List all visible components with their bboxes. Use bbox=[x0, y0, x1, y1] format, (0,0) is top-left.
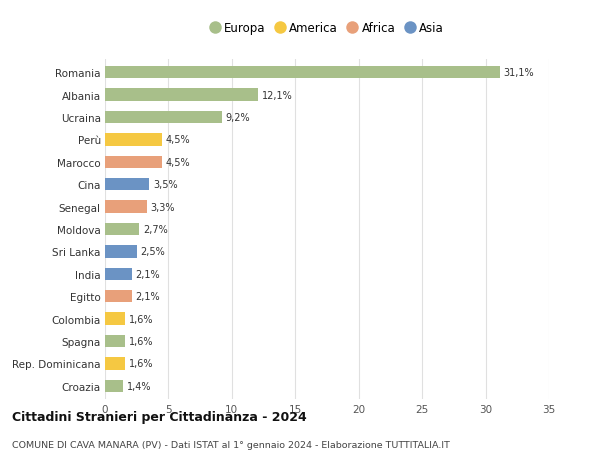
Text: 4,5%: 4,5% bbox=[166, 157, 191, 168]
Legend: Europa, America, Africa, Asia: Europa, America, Africa, Asia bbox=[208, 20, 446, 37]
Text: 3,3%: 3,3% bbox=[151, 202, 175, 212]
Text: Cittadini Stranieri per Cittadinanza - 2024: Cittadini Stranieri per Cittadinanza - 2… bbox=[12, 410, 307, 423]
Bar bbox=[105, 179, 149, 191]
Bar bbox=[105, 335, 125, 347]
Bar bbox=[105, 134, 162, 146]
Text: 9,2%: 9,2% bbox=[226, 113, 250, 123]
Text: 12,1%: 12,1% bbox=[262, 90, 293, 101]
Bar bbox=[105, 112, 222, 124]
Text: 4,5%: 4,5% bbox=[166, 135, 191, 145]
Bar bbox=[105, 157, 162, 168]
Text: 31,1%: 31,1% bbox=[503, 68, 534, 78]
Text: 1,6%: 1,6% bbox=[129, 336, 154, 346]
Text: 2,1%: 2,1% bbox=[136, 269, 160, 279]
Bar bbox=[105, 67, 500, 79]
Text: 1,6%: 1,6% bbox=[129, 358, 154, 369]
Bar bbox=[105, 201, 147, 213]
Text: 1,4%: 1,4% bbox=[127, 381, 151, 391]
Bar bbox=[105, 268, 131, 280]
Bar bbox=[105, 246, 137, 258]
Bar bbox=[105, 224, 139, 235]
Bar bbox=[105, 380, 123, 392]
Text: 2,1%: 2,1% bbox=[136, 291, 160, 302]
Text: 2,5%: 2,5% bbox=[140, 247, 165, 257]
Bar bbox=[105, 313, 125, 325]
Text: 3,5%: 3,5% bbox=[153, 180, 178, 190]
Text: COMUNE DI CAVA MANARA (PV) - Dati ISTAT al 1° gennaio 2024 - Elaborazione TUTTIT: COMUNE DI CAVA MANARA (PV) - Dati ISTAT … bbox=[12, 441, 450, 449]
Text: 1,6%: 1,6% bbox=[129, 314, 154, 324]
Text: 2,7%: 2,7% bbox=[143, 224, 168, 235]
Bar bbox=[105, 90, 259, 101]
Bar bbox=[105, 358, 125, 369]
Bar bbox=[105, 291, 131, 302]
